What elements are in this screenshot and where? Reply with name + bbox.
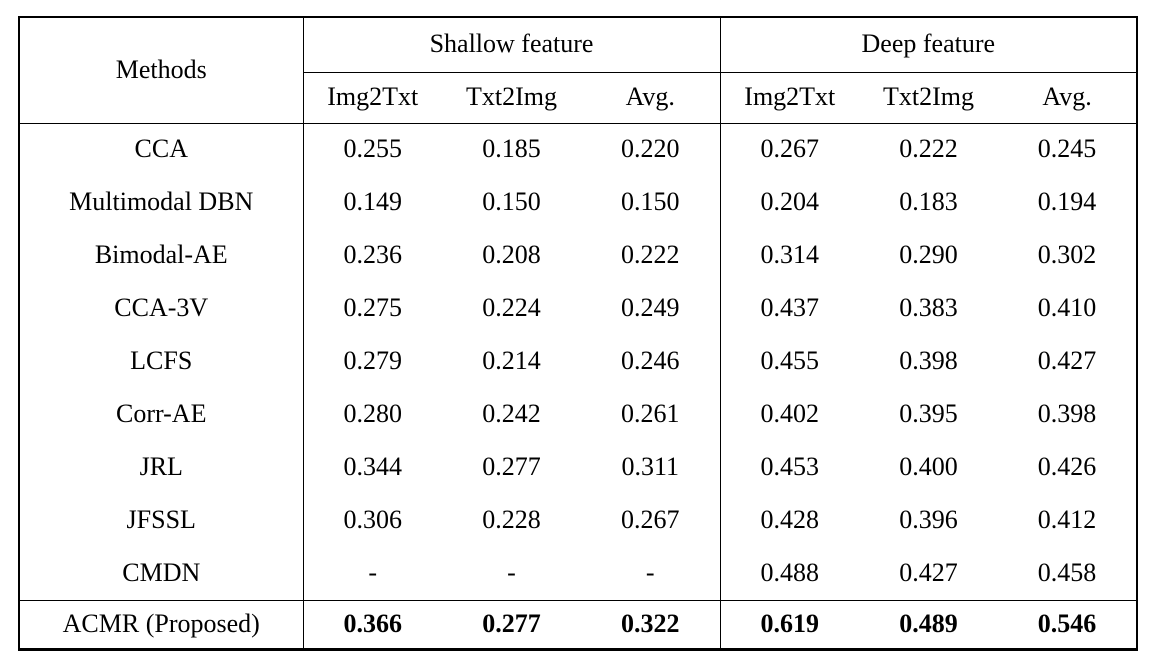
column-header-shallow-txt2img: Txt2Img bbox=[442, 72, 581, 124]
value-cell: 0.366 bbox=[302, 599, 442, 649]
value-cell: - bbox=[507, 557, 516, 587]
method-cell: CCA-3V bbox=[114, 293, 209, 323]
value-cell: 0.428 bbox=[719, 494, 860, 547]
value-cell: 0.236 bbox=[302, 229, 442, 282]
value-cell: 0.222 bbox=[899, 134, 958, 164]
value-cell: 0.149 bbox=[302, 176, 442, 229]
value-cell: 0.220 bbox=[621, 134, 680, 164]
value-cell: 0.255 bbox=[302, 123, 442, 176]
value-cell: - bbox=[645, 557, 655, 587]
value-cell: 0.194 bbox=[1037, 187, 1097, 217]
value-cell: 0.402 bbox=[719, 388, 860, 441]
value-cell: 0.183 bbox=[899, 187, 958, 217]
group-header-row: Methods Shallow feature Deep feature bbox=[19, 17, 1138, 124]
value-cell: 0.267 bbox=[621, 505, 680, 535]
value-cell: 0.398 bbox=[899, 346, 958, 376]
method-cell: Multimodal DBN bbox=[69, 187, 254, 217]
value-cell: 0.314 bbox=[719, 229, 860, 282]
value-cell: - bbox=[302, 547, 442, 600]
value-cell: 0.150 bbox=[621, 187, 680, 217]
results-table: Methods Shallow feature Deep feature Img… bbox=[18, 16, 1139, 651]
value-cell: 0.412 bbox=[1037, 505, 1097, 535]
value-cell: 0.267 bbox=[719, 123, 860, 176]
value-cell: 0.546 bbox=[998, 599, 1138, 649]
table-row: Corr-AE 0.280 0.242 0.261 0.402 0.395 0.398 bbox=[19, 388, 1137, 441]
value-cell: 0.150 bbox=[482, 187, 541, 217]
table-row: Bimodal-AE 0.236 0.208 0.222 0.314 0.290 0.302 bbox=[19, 229, 1137, 282]
value-cell: 0.400 bbox=[899, 452, 958, 482]
method-cell: Bimodal-AE bbox=[94, 240, 228, 270]
table-row: JRL 0.344 0.277 0.311 0.453 0.400 0.426 bbox=[19, 441, 1137, 494]
value-cell: 0.395 bbox=[899, 399, 958, 429]
column-header-deep-avg: Avg. bbox=[998, 72, 1138, 124]
value-cell: 0.204 bbox=[719, 176, 860, 229]
method-cell: CCA bbox=[134, 134, 188, 164]
value-cell: 0.344 bbox=[302, 441, 442, 494]
value-cell: 0.261 bbox=[621, 399, 680, 429]
value-cell: 0.427 bbox=[1037, 346, 1097, 376]
value-cell: 0.277 bbox=[482, 452, 541, 482]
table-body: CCA 0.255 0.185 0.220 0.267 0.222 0.245 Multimo… bbox=[19, 123, 1138, 649]
table-row: CMDN - - - 0.488 0.427 0.458 bbox=[19, 547, 1137, 600]
value-cell: 0.455 bbox=[719, 335, 860, 388]
results-table-container: Methods Shallow feature Deep feature Img… bbox=[18, 16, 1139, 651]
value-cell: 0.458 bbox=[1037, 557, 1097, 587]
value-cell: 0.222 bbox=[621, 240, 680, 270]
value-cell: 0.311 bbox=[621, 452, 680, 482]
value-cell: 0.398 bbox=[1037, 399, 1097, 429]
value-cell: 0.224 bbox=[482, 293, 541, 323]
table-row: CCA-3V 0.275 0.224 0.249 0.437 0.383 0.410 bbox=[19, 282, 1137, 335]
value-cell: 0.277 bbox=[442, 599, 581, 649]
value-cell: 0.245 bbox=[1037, 134, 1097, 164]
column-group-deep-feature: Deep feature bbox=[719, 17, 1138, 73]
column-header-deep-img2txt: Img2Txt bbox=[719, 72, 860, 124]
value-cell: 0.228 bbox=[482, 505, 541, 535]
column-header-deep-txt2img: Txt2Img bbox=[859, 72, 999, 124]
value-cell: 0.214 bbox=[482, 346, 541, 376]
method-cell: ACMR (Proposed) bbox=[19, 599, 303, 649]
value-cell: 0.426 bbox=[1037, 452, 1097, 482]
method-cell: JFSSL bbox=[126, 505, 196, 535]
value-cell: 0.246 bbox=[621, 346, 680, 376]
value-cell: 0.410 bbox=[1037, 293, 1097, 323]
table-row: Multimodal DBN 0.149 0.150 0.150 0.204 0.183 0… bbox=[19, 176, 1137, 229]
method-cell: LCFS bbox=[130, 346, 193, 376]
value-cell: 0.437 bbox=[719, 282, 860, 335]
column-group-shallow-feature: Shallow feature bbox=[302, 17, 721, 73]
value-cell: 0.396 bbox=[899, 505, 958, 535]
value-cell: 0.619 bbox=[719, 599, 860, 649]
method-cell: JRL bbox=[139, 452, 183, 482]
value-cell: 0.275 bbox=[302, 282, 442, 335]
method-cell: CMDN bbox=[122, 557, 201, 587]
value-cell: 0.383 bbox=[899, 293, 958, 323]
table-row: ACMR (Proposed) 0.366 0.277 0.322 0.619 0.489… bbox=[19, 599, 1138, 649]
table-row: LCFS 0.279 0.214 0.246 0.455 0.398 0.427 bbox=[19, 335, 1137, 388]
sub-header-row: Img2Txt Txt2Img Avg. Img2Txt Txt2Img Avg… bbox=[19, 72, 1138, 124]
value-cell: 0.242 bbox=[482, 399, 541, 429]
value-cell: 0.489 bbox=[859, 599, 999, 649]
column-header-shallow-img2txt: Img2Txt bbox=[302, 72, 442, 124]
value-cell: 0.280 bbox=[302, 388, 442, 441]
column-header-methods: Methods bbox=[19, 17, 303, 124]
value-cell: 0.488 bbox=[719, 547, 860, 600]
value-cell: 0.249 bbox=[621, 293, 680, 323]
column-header-shallow-avg: Avg. bbox=[581, 72, 721, 124]
value-cell: 0.322 bbox=[581, 599, 721, 649]
value-cell: 0.427 bbox=[899, 557, 958, 587]
method-cell: Corr-AE bbox=[116, 399, 207, 429]
value-cell: 0.208 bbox=[482, 240, 541, 270]
value-cell: 0.453 bbox=[719, 441, 860, 494]
value-cell: 0.306 bbox=[302, 494, 442, 547]
value-cell: 0.290 bbox=[899, 240, 958, 270]
table-row: JFSSL 0.306 0.228 0.267 0.428 0.396 0.412 bbox=[19, 494, 1137, 547]
value-cell: 0.302 bbox=[1037, 240, 1097, 270]
value-cell: 0.185 bbox=[482, 134, 541, 164]
table-row: CCA 0.255 0.185 0.220 0.267 0.222 0.245 bbox=[19, 123, 1137, 176]
value-cell: 0.279 bbox=[302, 335, 442, 388]
